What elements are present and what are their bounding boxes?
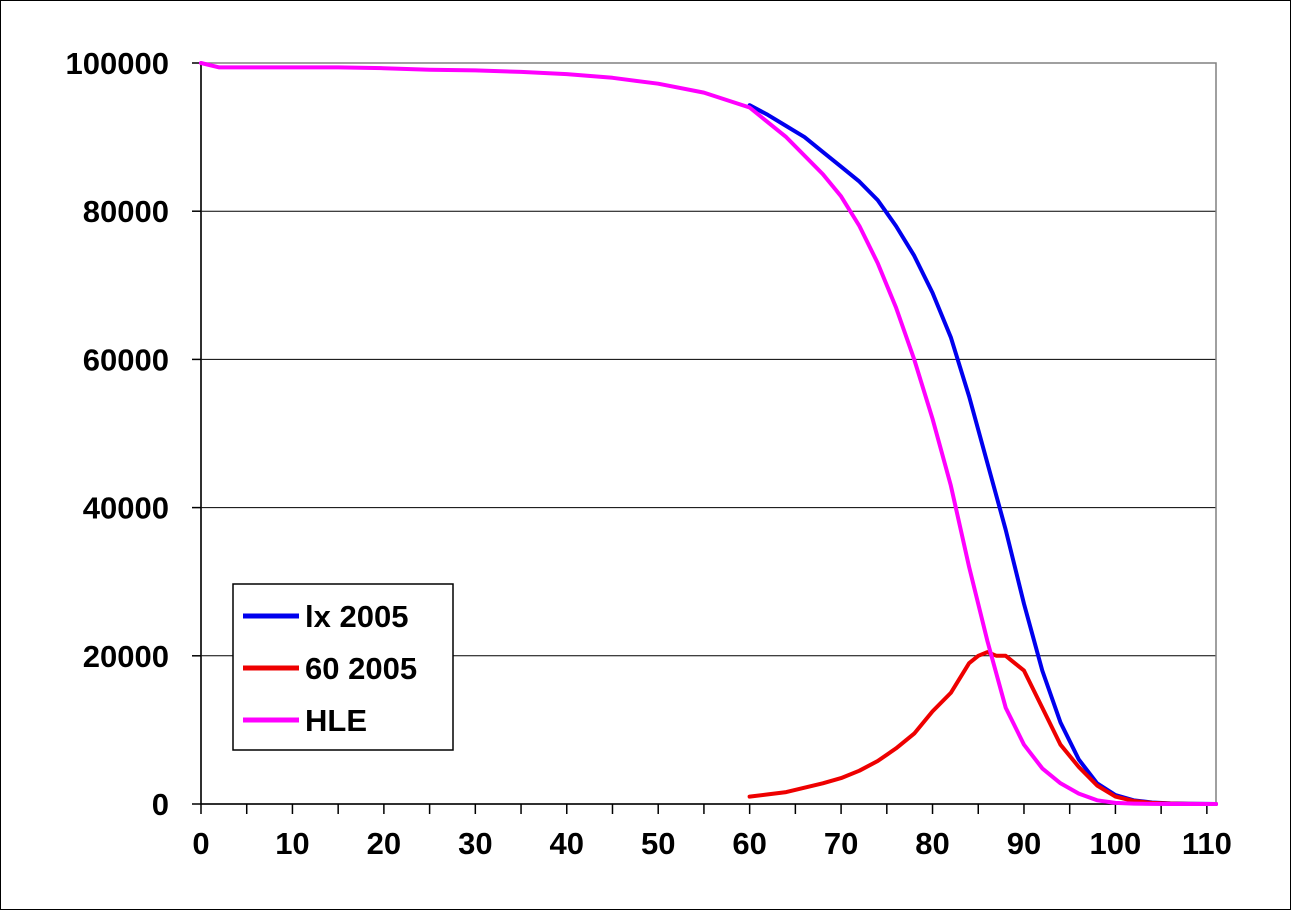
x-tick-label: 110 — [1182, 826, 1232, 861]
gridlines — [201, 62, 1216, 657]
series-layer — [199, 61, 1218, 806]
x-tick-label: 70 — [824, 826, 858, 861]
legend-label-60-2005: 60 2005 — [305, 651, 417, 686]
x-tick-label: 80 — [915, 826, 949, 861]
y-tick-label: 40000 — [83, 491, 169, 526]
y-tick-label: 80000 — [83, 194, 169, 229]
x-tick-label: 90 — [1007, 826, 1041, 861]
legend: lx 2005 60 2005 HLE — [232, 583, 454, 751]
series-line-hle — [199, 61, 1218, 806]
series-line-lx-2005 — [747, 103, 1218, 806]
x-tick-label: 0 — [192, 826, 209, 861]
x-tick-label: 20 — [367, 826, 401, 861]
legend-label-hle: HLE — [305, 703, 367, 738]
x-tick-label: 10 — [275, 826, 309, 861]
x-tick-label: 30 — [458, 826, 492, 861]
series-line-60-2005 — [747, 650, 1218, 806]
y-tick-label: 100000 — [66, 46, 169, 81]
axes: 0 10 20 30 40 50 60 70 80 90 100 110 0 20000 40000 6000… — [66, 46, 1232, 861]
x-tick-label: 50 — [641, 826, 675, 861]
y-tick-label: 0 — [152, 787, 169, 822]
legend-label-lx-2005: lx 2005 — [305, 599, 408, 634]
y-tick-label: 20000 — [83, 639, 169, 674]
x-tick-label: 60 — [732, 826, 766, 861]
x-tick-label: 100 — [1090, 826, 1142, 861]
x-tick-label: 40 — [550, 826, 584, 861]
y-tick-label: 60000 — [83, 342, 169, 377]
